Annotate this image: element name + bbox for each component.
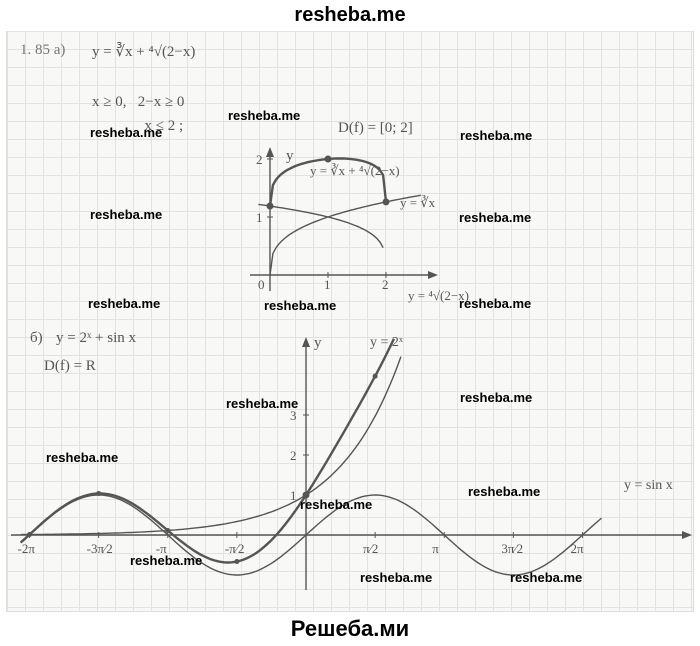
page-footer: Решеба.ми: [0, 612, 700, 646]
svg-text:-π⁄2: -π⁄2: [225, 541, 245, 556]
svg-text:2: 2: [290, 448, 297, 463]
problem-b-domain: D(f) = R: [44, 358, 96, 375]
figB-ylabel: y: [314, 335, 322, 352]
figA-cuberoot-label: y = ∛x: [400, 195, 435, 211]
svg-text:π⁄2: π⁄2: [363, 541, 378, 556]
figA-ylabel: y: [286, 148, 294, 165]
watermark: resheba.me: [459, 296, 531, 311]
watermark: resheba.me: [459, 210, 531, 225]
problem-a-number: 1. 85 а): [20, 42, 65, 59]
page-header: resheba.me: [0, 0, 700, 31]
watermark: resheba.me: [300, 497, 372, 512]
svg-text:-3π⁄2: -3π⁄2: [87, 541, 113, 556]
watermark: resheba.me: [468, 484, 540, 499]
problem-b-label: б): [30, 330, 43, 347]
figure-b: 123-2π-3π⁄2-π-π⁄2π⁄2π3π⁄22π: [6, 335, 694, 605]
watermark: resheba.me: [460, 128, 532, 143]
watermark: resheba.me: [90, 207, 162, 222]
watermark: resheba.me: [88, 296, 160, 311]
svg-text:2: 2: [256, 152, 263, 167]
figA-sum-label: y = ∛x + ⁴√(2−x): [310, 163, 400, 179]
watermark: resheba.me: [360, 570, 432, 585]
svg-text:0: 0: [258, 277, 265, 292]
problem-a-domain: D(f) = [0; 2]: [338, 120, 413, 137]
svg-text:2: 2: [382, 277, 389, 292]
figB-exp-label: y = 2ˣ: [370, 335, 403, 351]
svg-text:π: π: [432, 541, 439, 556]
watermark: resheba.me: [130, 553, 202, 568]
watermark: resheba.me: [46, 450, 118, 465]
svg-text:1: 1: [256, 210, 263, 225]
footer-title: Решеба.ми: [291, 616, 409, 641]
figB-sin-label: y = sin x: [624, 478, 673, 494]
svg-text:-2π: -2π: [18, 541, 36, 556]
watermark: resheba.me: [228, 108, 300, 123]
header-title: resheba.me: [294, 4, 405, 26]
watermark: resheba.me: [460, 390, 532, 405]
watermark: resheba.me: [264, 298, 336, 313]
problem-a-func: y = ∛x + ⁴√(2−x): [92, 42, 195, 61]
svg-text:3π⁄2: 3π⁄2: [501, 541, 523, 556]
svg-text:1: 1: [324, 277, 331, 292]
watermark: resheba.me: [226, 396, 298, 411]
watermark: resheba.me: [90, 125, 162, 140]
problem-b-func: y = 2ˣ + sin x: [56, 330, 136, 347]
watermark: resheba.me: [510, 570, 582, 585]
